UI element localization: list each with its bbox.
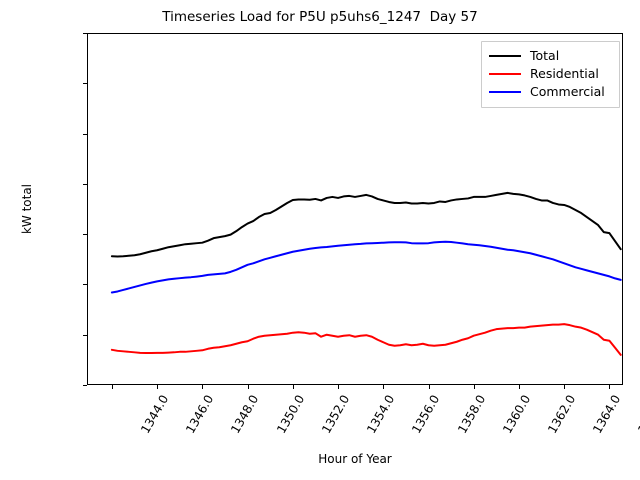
y-tick-mark	[83, 83, 87, 85]
x-tick-mark	[564, 385, 566, 389]
y-tick-mark	[83, 284, 87, 286]
legend-item-commercial[interactable]: Commercial	[489, 83, 612, 101]
y-tick-mark	[83, 133, 87, 135]
plot-area	[87, 33, 623, 385]
x-axis-label: Hour of Year	[318, 452, 392, 466]
x-tick-label: 1346.0	[183, 392, 217, 436]
series-line-total	[110, 191, 622, 258]
legend-swatch-commercial	[489, 91, 521, 93]
x-tick-label: 1352.0	[318, 392, 353, 436]
x-tick-mark	[383, 385, 385, 389]
y-axis-label: kW total	[20, 183, 34, 235]
x-tick-mark	[292, 385, 294, 389]
x-tick-mark	[111, 385, 113, 389]
legend-swatch-total	[489, 55, 521, 57]
x-tick-label: 1348.0	[228, 392, 262, 436]
chart-title: Timeseries Load for P5U p5uhs6_1247 Day …	[162, 9, 478, 25]
legend-label: Total	[530, 48, 560, 63]
y-tick-mark	[83, 183, 87, 185]
x-tick-label: 1366.0	[635, 392, 640, 436]
x-tick-label: 1364.0	[590, 392, 624, 436]
x-tick-mark	[157, 385, 159, 389]
x-tick-mark	[473, 385, 475, 389]
x-tick-label: 1360.0	[499, 392, 533, 436]
x-tick-label: 1358.0	[454, 392, 488, 436]
x-tick-mark	[202, 385, 204, 389]
legend-item-residential[interactable]: Residential	[489, 65, 612, 83]
x-tick-label: 1356.0	[409, 392, 443, 436]
plot-frame	[87, 33, 623, 385]
x-tick-label: 1344.0	[138, 392, 172, 436]
x-tick-mark	[428, 385, 430, 389]
legend-label: Commercial	[530, 84, 605, 99]
y-tick-mark	[83, 385, 87, 386]
chart-legend: Total Residential Commercial	[481, 41, 620, 108]
x-tick-label: 1362.0	[545, 392, 579, 436]
y-tick-mark	[83, 234, 87, 236]
legend-item-total[interactable]: Total	[489, 47, 612, 65]
legend-swatch-residential	[489, 73, 521, 75]
x-tick-label: 1350.0	[273, 392, 307, 436]
series-line-commercial	[110, 240, 622, 294]
legend-label: Residential	[530, 66, 599, 81]
series-layer	[110, 191, 622, 356]
x-tick-mark	[247, 385, 249, 389]
x-tick-label: 1354.0	[364, 392, 398, 436]
x-tick-mark	[338, 385, 340, 389]
y-tick-mark	[83, 334, 87, 336]
series-line-residential	[110, 323, 622, 356]
x-tick-mark	[609, 385, 611, 389]
x-tick-mark	[518, 385, 520, 389]
y-tick-mark	[83, 33, 87, 34]
